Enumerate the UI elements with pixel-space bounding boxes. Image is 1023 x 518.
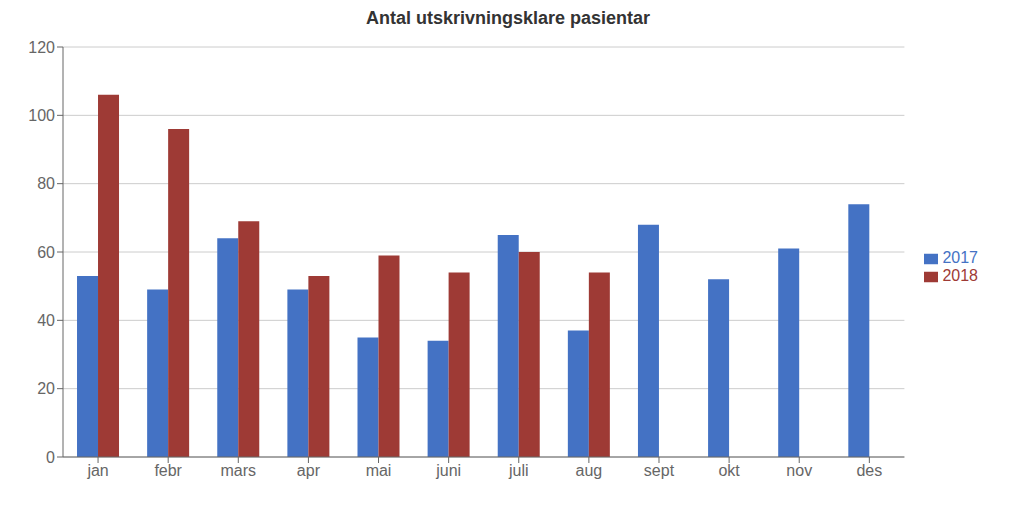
svg-text:juni: juni xyxy=(435,462,461,479)
svg-text:0: 0 xyxy=(46,449,55,466)
svg-text:40: 40 xyxy=(37,312,55,329)
svg-text:jan: jan xyxy=(86,462,108,479)
svg-text:aug: aug xyxy=(576,462,603,479)
svg-text:des: des xyxy=(856,462,882,479)
svg-text:sept: sept xyxy=(644,462,675,479)
svg-text:mai: mai xyxy=(366,462,392,479)
svg-text:nov: nov xyxy=(786,462,812,479)
svg-text:80: 80 xyxy=(37,175,55,192)
svg-text:120: 120 xyxy=(28,39,55,56)
html-text:Antal utskrivningsklare pasien: Antal utskrivningsklare pasientar xyxy=(365,8,650,28)
svg-text:60: 60 xyxy=(37,244,55,261)
html-text:2018: 2018 xyxy=(942,267,978,284)
svg-text:apr: apr xyxy=(297,462,321,479)
svg-text:100: 100 xyxy=(28,107,55,124)
svg-text:juli: juli xyxy=(508,462,529,479)
svg-text:20: 20 xyxy=(37,380,55,397)
svg-text:okt: okt xyxy=(718,462,740,479)
svg-text:febr: febr xyxy=(154,462,182,479)
svg-text:mars: mars xyxy=(221,462,257,479)
html-text:2017: 2017 xyxy=(942,249,978,266)
